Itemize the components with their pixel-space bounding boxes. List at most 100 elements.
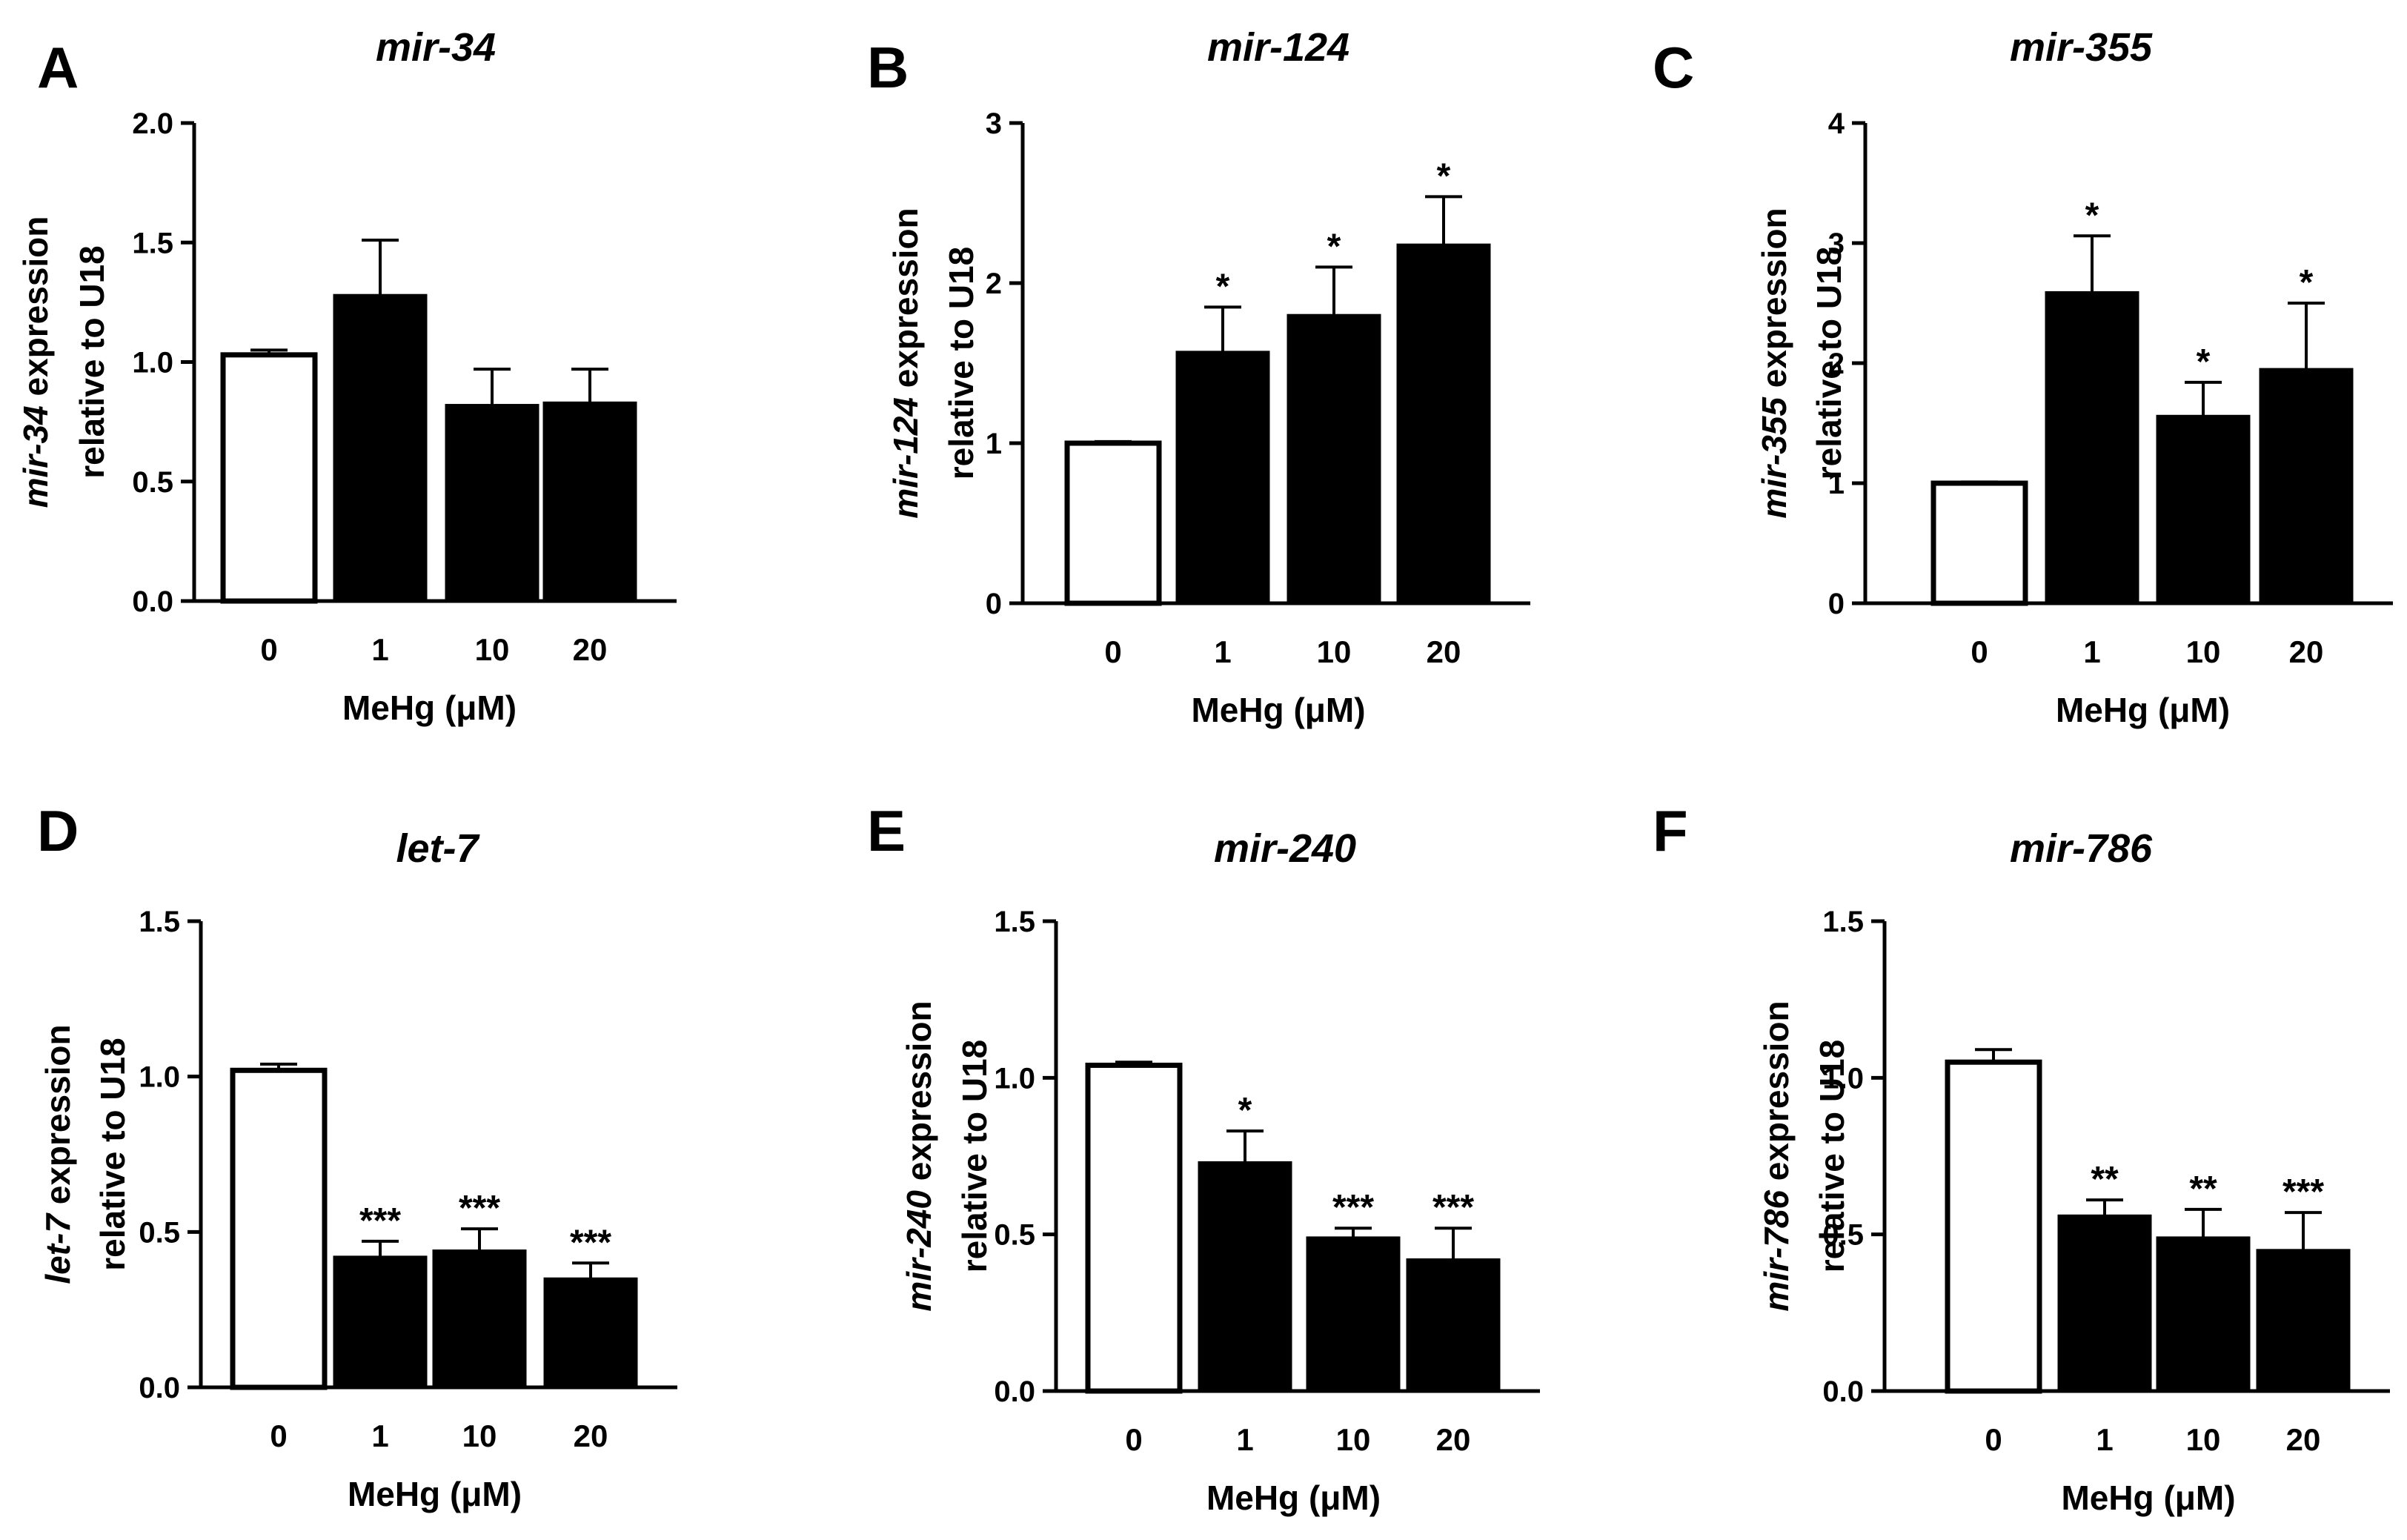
y-tick-label: 2.0 (132, 107, 173, 140)
significance-marker: * (1437, 156, 1451, 196)
chart-title: mir-786 (2010, 826, 2153, 871)
x-tick-label: 20 (1436, 1422, 1471, 1457)
bar-1 (333, 1255, 428, 1389)
significance-marker: *** (359, 1201, 401, 1241)
y-tick-label: 0 (1828, 588, 1845, 620)
chart-title: mir-34 (376, 25, 496, 70)
y-tick-label: 0.0 (1822, 1375, 1864, 1408)
significance-marker: * (1216, 267, 1230, 306)
y-tick-label: 1.0 (139, 1061, 180, 1094)
bar-10 (445, 404, 540, 603)
y-axis-label-text: expression (900, 1000, 938, 1190)
y-tick-label: 1.5 (132, 227, 173, 259)
panel-letter: A (37, 35, 79, 100)
x-tick-label: 10 (2186, 1422, 2221, 1457)
panel-letter: F (1653, 798, 1688, 863)
bar-20 (543, 1277, 638, 1389)
y-tick-label: 0.0 (132, 585, 173, 618)
bar-20 (1396, 243, 1491, 605)
y-axis-label-text: expression (16, 216, 55, 406)
y-tick-label: 1.5 (994, 906, 1035, 938)
bar-0 (1930, 480, 2028, 606)
bar-20 (542, 401, 637, 603)
x-tick-label: 20 (1427, 634, 1461, 669)
y-tick-label: 4 (1828, 107, 1845, 140)
y-tick-label: 3 (1828, 228, 1845, 260)
y-tick-label: 1.5 (1822, 906, 1864, 938)
x-tick-label: 0 (260, 632, 277, 667)
y-tick-label: 0.0 (994, 1375, 1035, 1408)
y-axis-label-text: expression (1755, 208, 1793, 397)
bar-10 (2156, 414, 2251, 605)
significance-marker: *** (459, 1189, 500, 1228)
bar-20 (2256, 1249, 2351, 1393)
y-axis-gene-name: mir-786 (1757, 1190, 1796, 1312)
x-tick-label: 20 (574, 1418, 608, 1453)
y-axis-title-line1: mir-355 expression (1755, 208, 1793, 518)
x-tick-label: 1 (2083, 634, 2100, 669)
y-axis-label-text: expression (39, 1024, 77, 1214)
y-axis-title-line2: relative to U18 (1813, 1040, 1851, 1272)
y-tick-label: 3 (986, 107, 1002, 140)
bar-0 (1945, 1059, 2042, 1394)
x-tick-label: 20 (2286, 1422, 2321, 1457)
x-axis-title: MeHg (μM) (1206, 1478, 1381, 1517)
bar-20 (2259, 368, 2354, 605)
x-tick-label: 10 (1336, 1422, 1371, 1457)
y-axis-gene-name: mir-124 (886, 397, 925, 519)
bar-1 (1198, 1161, 1292, 1393)
significance-marker: * (1238, 1091, 1252, 1130)
x-tick-label: 0 (1985, 1422, 2002, 1457)
y-tick-label: 2 (1828, 348, 1845, 380)
bar-0 (1085, 1062, 1183, 1394)
chart-title: mir-124 (1207, 25, 1349, 70)
significance-marker: ** (2189, 1169, 2217, 1209)
x-axis-title: MeHg (μM) (2061, 1478, 2235, 1517)
significance-marker: ** (2091, 1160, 2119, 1199)
x-tick-label: 0 (270, 1418, 287, 1453)
y-axis-label-text: expression (886, 208, 925, 397)
y-tick-label: 2 (986, 268, 1002, 300)
x-tick-label: 10 (1317, 634, 1352, 669)
panel-letter: E (867, 798, 906, 863)
y-axis-gene-name: let-7 (39, 1212, 77, 1284)
significance-marker: *** (1332, 1188, 1374, 1227)
x-axis-title: MeHg (μM) (342, 688, 517, 727)
panel-letter: B (867, 35, 909, 100)
y-axis-gene-name: mir-355 (1755, 396, 1793, 519)
significance-marker: * (1327, 227, 1341, 266)
x-tick-label: 1 (371, 1418, 388, 1453)
significance-marker: *** (2282, 1172, 2324, 1212)
y-axis-gene-name: mir-240 (900, 1190, 938, 1312)
x-tick-label: 20 (573, 632, 608, 667)
significance-marker: *** (1432, 1188, 1474, 1227)
x-tick-label: 10 (475, 632, 510, 667)
x-tick-label: 1 (2096, 1422, 2113, 1457)
x-axis-title: MeHg (μM) (1191, 691, 1365, 729)
y-axis-title-line1: mir-34 expression (16, 216, 55, 508)
bar-1 (1175, 351, 1270, 605)
y-axis-label-text: expression (1757, 1000, 1796, 1190)
y-tick-label: 0 (986, 588, 1002, 620)
y-tick-label: 1.0 (994, 1062, 1035, 1095)
x-axis-title: MeHg (μM) (348, 1475, 522, 1513)
y-axis-gene-name: mir-34 (16, 405, 55, 508)
y-tick-label: 0.0 (139, 1372, 180, 1404)
significance-marker: * (2085, 196, 2099, 235)
bar-20 (1406, 1258, 1501, 1393)
y-axis-title-line2: relative to U18 (955, 1040, 994, 1272)
y-axis-title-line2: relative to U18 (73, 245, 111, 478)
y-tick-label: 1 (986, 428, 1002, 460)
bar-0 (220, 352, 318, 604)
panel-letter: D (37, 798, 79, 863)
y-axis-title-line2: relative to U18 (1810, 247, 1848, 479)
x-tick-label: 0 (1104, 634, 1121, 669)
bar-1 (333, 293, 428, 603)
